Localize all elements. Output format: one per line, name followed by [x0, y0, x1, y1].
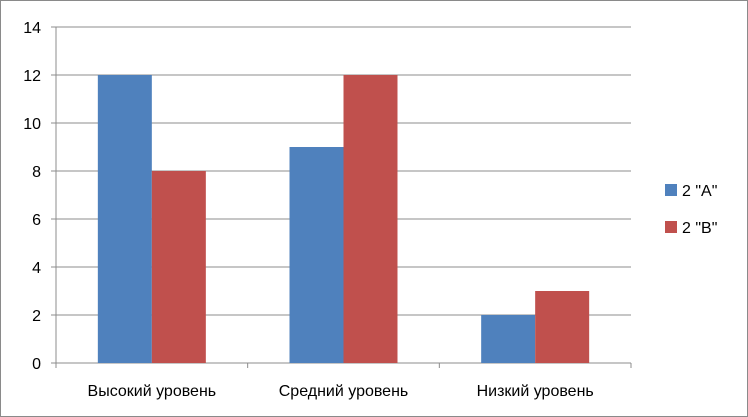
x-category-label: Средний уровень	[279, 383, 409, 400]
x-category-label: Низкий уровень	[477, 383, 594, 400]
y-tick-label: 12	[23, 68, 41, 85]
legend: 2 "А" 2 "В"	[665, 183, 717, 237]
legend-label: 2 "А"	[682, 183, 717, 200]
y-tick-label: 0	[32, 356, 41, 373]
legend-swatch	[665, 184, 677, 196]
bars	[97, 75, 590, 363]
y-tick-label: 10	[23, 116, 41, 133]
x-axis-categories: Высокий уровень Средний уровень Низкий уро…	[88, 383, 594, 400]
x-category-label: Высокий уровень	[88, 383, 217, 400]
bar-series-a-1	[289, 147, 344, 363]
bar-series-b-2	[535, 291, 590, 363]
y-tick-label: 8	[32, 164, 41, 181]
y-tick-label: 4	[32, 260, 41, 277]
legend-label: 2 "В"	[682, 220, 717, 237]
bar-series-a-2	[481, 315, 536, 363]
legend-swatch	[665, 221, 677, 233]
bar-series-b-1	[343, 75, 398, 363]
bar-series-a-0	[97, 75, 152, 363]
y-tick-label: 2	[32, 308, 41, 325]
y-tick-label: 6	[32, 212, 41, 229]
y-tick-label: 14	[23, 20, 41, 37]
y-axis-ticks: 0 2 4 6 8 10 12 14	[23, 20, 41, 373]
bar-series-b-0	[151, 171, 206, 363]
